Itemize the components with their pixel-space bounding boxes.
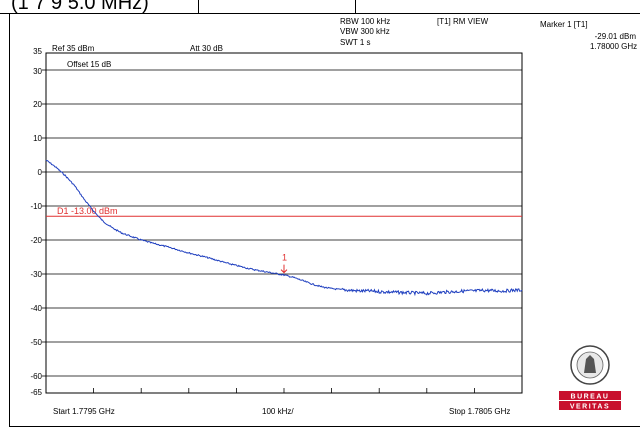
ytick-label: 30	[33, 67, 42, 76]
swt-label: SWT 1 s	[340, 38, 371, 47]
ytick-label: -30	[30, 270, 42, 279]
attenuation-label: Att 30 dB	[190, 44, 223, 53]
ref-level-label: Ref 35 dBm	[52, 44, 95, 53]
rbw-label: RBW 100 kHz	[340, 17, 391, 26]
offset-label: Offset 15 dB	[67, 60, 112, 69]
logo-seal-figure	[584, 355, 596, 373]
marker-level: -29.01 dBm	[594, 32, 636, 41]
ytick-label: 0	[37, 168, 42, 177]
ytick-label: -20	[30, 236, 42, 245]
ytick-label: -10	[30, 202, 42, 211]
plot-border	[45, 52, 523, 394]
x-stop-label: Stop 1.7805 GHz	[449, 407, 511, 416]
ytick-label: 20	[33, 100, 42, 109]
svg-text:BUREAU: BUREAU	[571, 394, 610, 401]
ytick-label: -50	[30, 338, 42, 347]
header-cell-title: (1 7 9 5.0 MHz)	[11, 0, 149, 14]
trace-mode-label: [T1] RM VIEW	[437, 17, 489, 26]
marker-symbol	[280, 264, 288, 274]
ytick-label: 10	[33, 134, 42, 143]
plot-grid	[42, 69, 523, 393]
x-start-label: Start 1.7795 GHz	[53, 407, 115, 416]
ytick-label: -40	[30, 304, 42, 313]
display-line-label: D1 -13.00 dBm	[57, 206, 118, 216]
x-span-label: 100 kHz/	[262, 407, 294, 416]
ytick-label: -65	[30, 388, 42, 397]
ytick-label: 35	[33, 47, 42, 56]
trace-line	[45, 159, 523, 297]
marker-number: 1	[282, 253, 287, 263]
vbw-label: VBW 300 kHz	[340, 27, 390, 36]
svg-text:VERITAS: VERITAS	[570, 404, 610, 411]
logo-bar-top	[559, 391, 621, 400]
marker-frequency: 1.78000 GHz	[590, 42, 638, 51]
marker-title: Marker 1 [T1]	[540, 20, 588, 29]
logo-bar-bottom	[559, 401, 621, 410]
ytick-label: -60	[30, 372, 42, 381]
bureau-veritas-logo: BUREAU VERITAS	[559, 345, 621, 411]
